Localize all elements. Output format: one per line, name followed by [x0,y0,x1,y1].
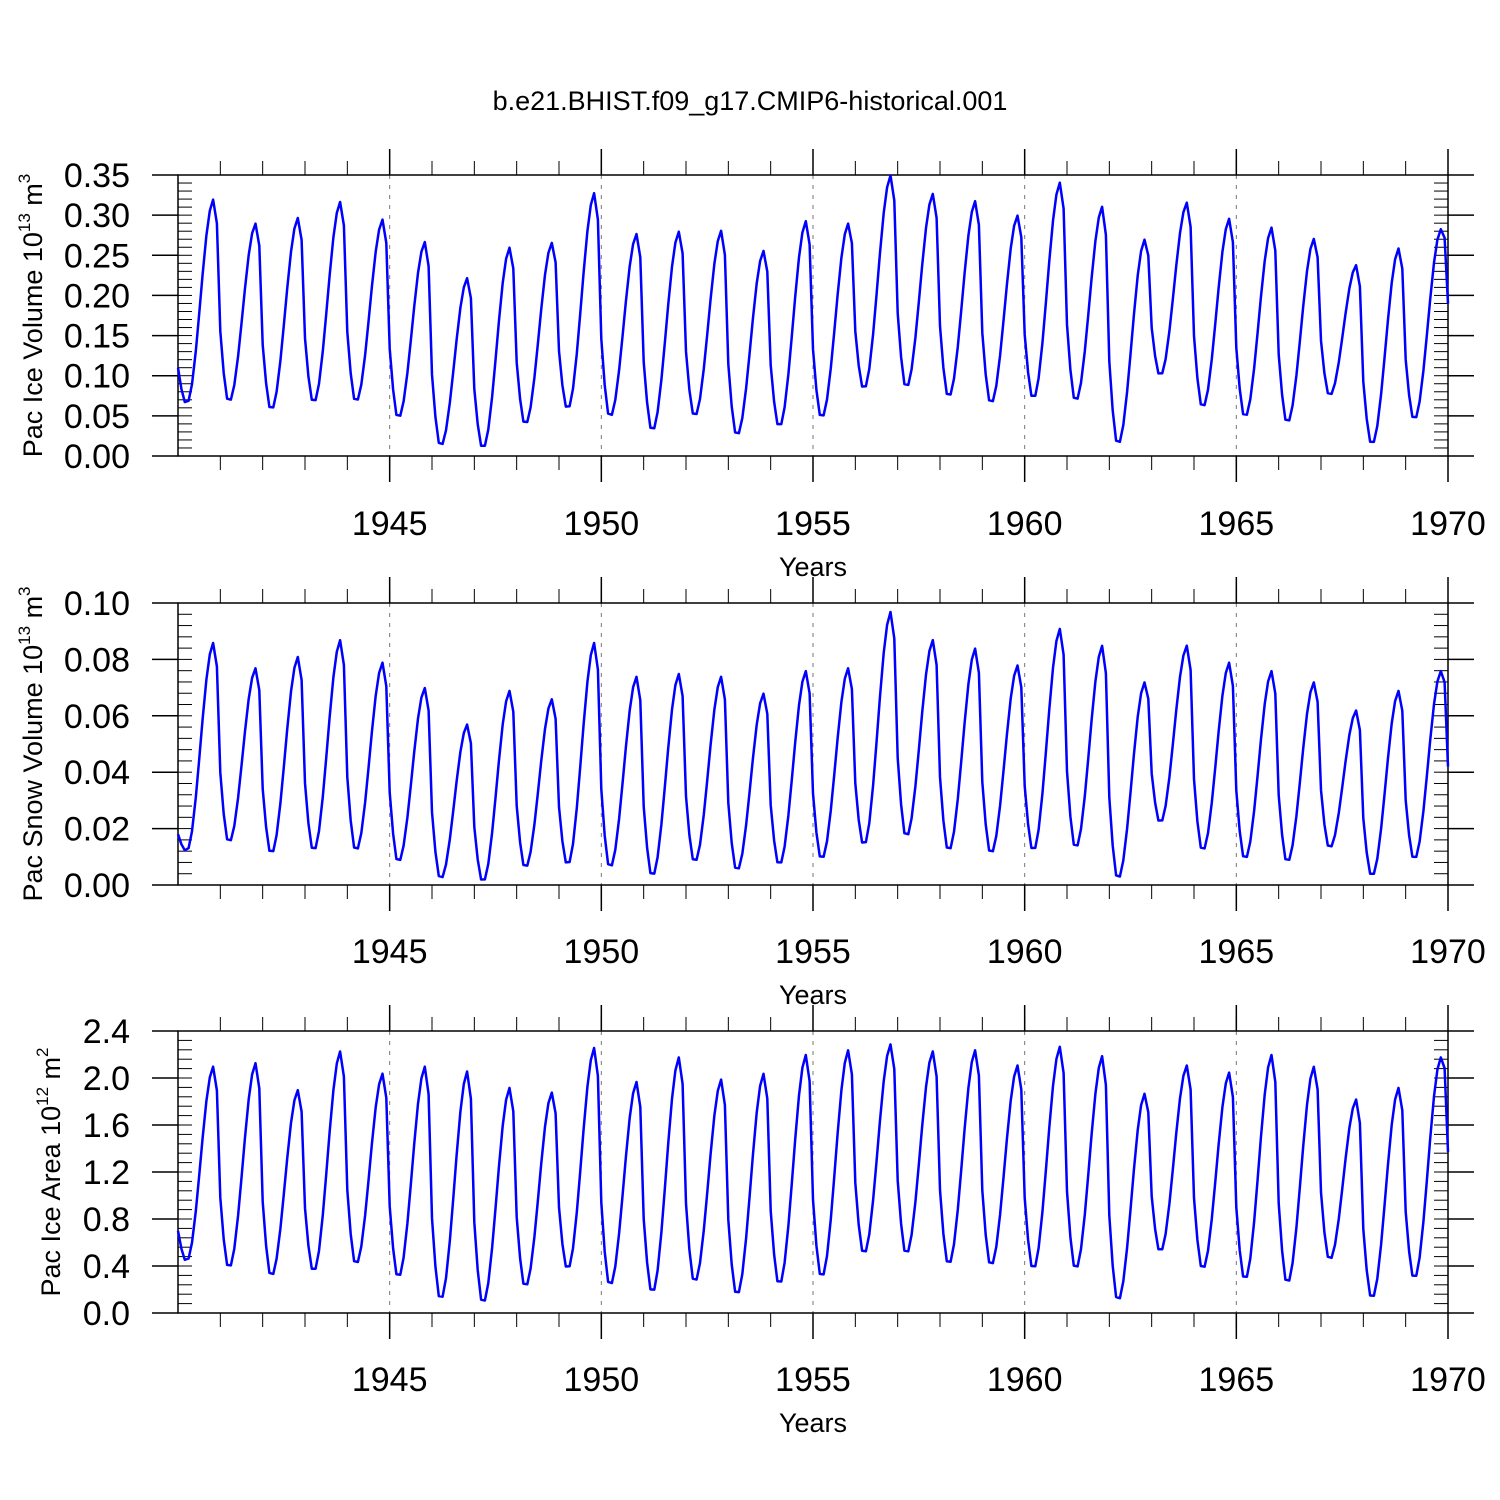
y-tick-label: 0.4 [83,1248,130,1286]
x-tick-label: 1965 [1199,505,1275,543]
x-tick-label: 1960 [987,505,1063,543]
y-label-unit: m [18,183,48,213]
y-tick-label: 2.4 [83,1013,130,1051]
y-tick-label: 0.04 [64,754,130,792]
y-tick-label: 0.35 [64,157,130,195]
y-label-unit-exponent: 3 [15,586,34,595]
y-tick-label: 1.6 [83,1107,130,1145]
y-tick-label: 0.08 [64,641,130,679]
x-tick-label: 1945 [352,933,428,971]
x-tick-label: 1955 [775,1361,851,1399]
series-line [176,1043,1450,1302]
x-tick-label: 1960 [987,1361,1063,1399]
y-tick-label: 0.05 [64,398,130,436]
x-tick-label: 1970 [1410,505,1486,543]
x-tick-label: 1960 [987,933,1063,971]
y-axis-label: Pac Ice Area 1012 m2 [33,1047,66,1296]
x-tick-label: 1965 [1199,1361,1275,1399]
y-label-exponent: 12 [33,1087,52,1106]
y-label-unit: m [18,596,48,626]
figure-title: b.e21.BHIST.f09_g17.CMIP6-historical.001 [493,86,1008,116]
y-tick-label: 0.0 [83,1295,130,1333]
x-tick-label: 1945 [352,1361,428,1399]
y-tick-label: 0.06 [64,698,130,736]
y-label-unit-exponent: 2 [33,1047,52,1056]
x-tick-label: 1950 [564,505,640,543]
x-tick-label: 1945 [352,505,428,543]
y-tick-label: 0.25 [64,237,130,275]
series-line [176,174,1450,448]
x-axis-label: Years [779,1408,847,1438]
y-tick-label: 0.00 [64,867,130,905]
x-tick-label: 1950 [564,1361,640,1399]
y-label-exponent: 13 [15,213,34,232]
y-label-main: Pac Snow Volume 10 [18,645,48,902]
y-label-unit-exponent: 3 [15,174,34,183]
y-tick-label: 0.15 [64,318,130,356]
y-tick-label: 2.0 [83,1060,130,1098]
y-tick-label: 0.20 [64,277,130,315]
x-tick-label: 1965 [1199,933,1275,971]
y-label-unit: m [36,1057,66,1087]
y-tick-label: 0.10 [64,358,130,396]
y-tick-label: 0.30 [64,197,130,235]
y-axis-label: Pac Ice Volume 1013 m3 [15,174,48,458]
y-label-main: Pac Ice Volume 10 [18,232,48,457]
panel-2: 0.00 0.02 0.04 0.06 0.08 0.10 1945 1950 1955 1960… [15,577,1486,1010]
y-tick-label: 0.8 [83,1201,130,1239]
x-tick-label: 1950 [564,933,640,971]
y-axis-label: Pac Snow Volume 1013 m3 [15,586,48,901]
x-tick-label: 1970 [1410,933,1486,971]
y-tick-label: 0.10 [64,585,130,623]
y-tick-label: 0.02 [64,811,130,849]
series-line [176,610,1450,881]
x-tick-label: 1955 [775,505,851,543]
panel-1: 0.000.050.100.150.200.250.300.35 1945 1950… [15,149,1486,582]
y-label-exponent: 13 [15,626,34,645]
x-tick-label: 1955 [775,933,851,971]
panel-3: 0.0 0.4 0.8 1.2 1.6 2.0 2.4 1945 1950 1955 1960 196… [33,1005,1486,1438]
y-tick-label: 0.00 [64,438,130,476]
x-tick-label: 1970 [1410,1361,1486,1399]
y-label-main: Pac Ice Area 10 [36,1106,66,1297]
y-tick-label: 1.2 [83,1154,130,1192]
